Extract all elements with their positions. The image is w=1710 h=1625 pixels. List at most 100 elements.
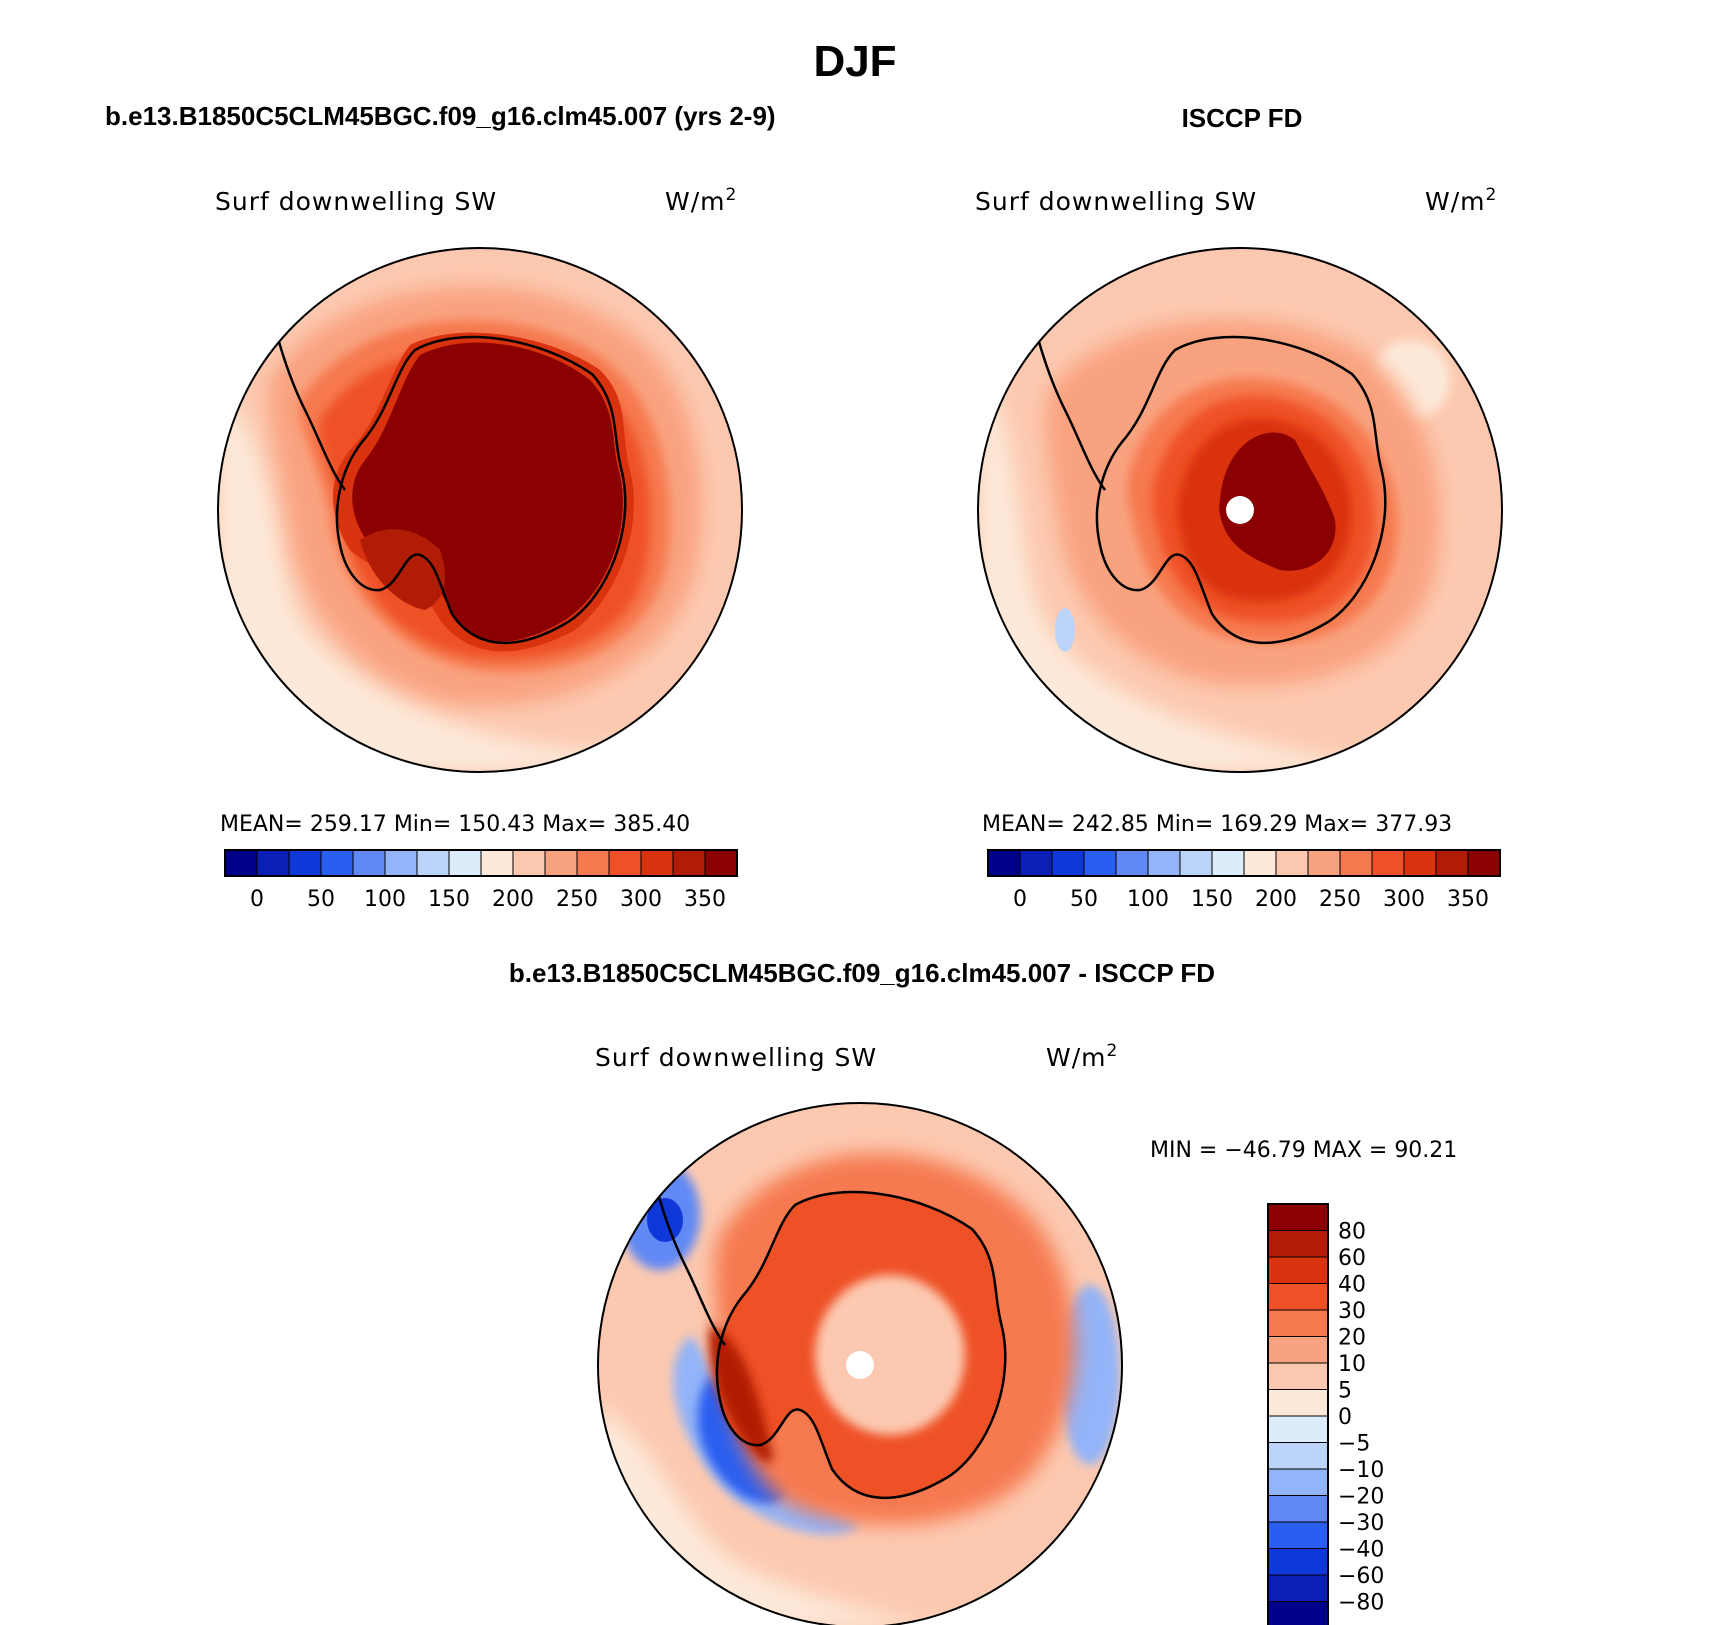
panel-model-stats: MEAN= 259.17 Min= 150.43 Max= 385.40 xyxy=(220,812,690,837)
panel-diff-stats: MIN = −46.79 MAX = 90.21 xyxy=(1150,1138,1457,1163)
diff-colorbar-tick-label: −5 xyxy=(1338,1432,1370,1457)
model-colorbar-swatch xyxy=(640,849,674,877)
obs-colorbar-tick-label: 250 xyxy=(1319,887,1361,912)
model-colorbar-tick-label: 350 xyxy=(684,887,726,912)
model-colorbar-swatch xyxy=(384,849,418,877)
panel-obs-map xyxy=(977,247,1503,773)
model-colorbar-swatch xyxy=(512,849,546,877)
diff-colorbar-swatch xyxy=(1267,1548,1329,1576)
model-colorbar-swatch xyxy=(704,849,738,877)
model-colorbar-swatch xyxy=(416,849,450,877)
diff-colorbar-swatch xyxy=(1267,1230,1329,1258)
diff-colorbar-swatch xyxy=(1267,1442,1329,1470)
obs-colorbar-swatch xyxy=(1147,849,1181,877)
obs-colorbar-swatch xyxy=(1051,849,1085,877)
obs-colorbar-swatch xyxy=(1019,849,1053,877)
panel-model-map xyxy=(217,247,743,773)
diff-field-bellingshausen-neg10 xyxy=(673,1335,860,1535)
diff-field-atlantic-neg40 xyxy=(647,1198,683,1242)
panel-diff-map xyxy=(597,1102,1123,1625)
diff-colorbar-tick-label: 10 xyxy=(1338,1352,1366,1377)
panel-obs-stats: MEAN= 242.85 Min= 169.29 Max= 377.93 xyxy=(982,812,1452,837)
diff-colorbar-swatch xyxy=(1267,1389,1329,1417)
diff-colorbar-swatch xyxy=(1267,1256,1329,1284)
diff-colorbar-swatch xyxy=(1267,1601,1329,1625)
obs-field-interior-350 xyxy=(1219,432,1336,571)
panel-obs-variable: Surf downwelling SW xyxy=(975,187,1257,216)
obs-colorbar-swatch xyxy=(1435,849,1469,877)
obs-missing-pole xyxy=(1226,496,1254,524)
obs-colorbar-tick-label: 100 xyxy=(1127,887,1169,912)
obs-field-low-patch-2 xyxy=(1055,608,1075,652)
obs-colorbar-swatch xyxy=(1307,849,1341,877)
model-colorbar-tick-label: 250 xyxy=(556,887,598,912)
diff-colorbar-tick-label: 40 xyxy=(1338,1273,1366,1298)
model-colorbar-swatch xyxy=(448,849,482,877)
obs-colorbar-tick-label: 350 xyxy=(1447,887,1489,912)
diff-colorbar-swatch xyxy=(1267,1574,1329,1602)
diff-colorbar-swatch xyxy=(1267,1309,1329,1337)
panel-model: b.e13.B1850C5CLM45BGC.f09_g16.clm45.007 … xyxy=(105,101,776,912)
diff-colorbar-swatch xyxy=(1267,1468,1329,1496)
diff-colorbar-tick-label: 60 xyxy=(1338,1246,1366,1271)
model-colorbar-tick-label: 50 xyxy=(307,887,335,912)
obs-colorbar-swatch xyxy=(1275,849,1309,877)
obs-colorbar-swatch xyxy=(1211,849,1245,877)
diff-field-peninsula-60 xyxy=(709,1325,773,1464)
diff-colorbar-tick-label: −80 xyxy=(1338,1591,1384,1616)
panel-diff-units: W/m2 xyxy=(1046,1041,1118,1072)
obs-colorbar-swatch xyxy=(1467,849,1501,877)
model-colorbar-swatch xyxy=(544,849,578,877)
model-colorbar-swatch xyxy=(352,849,386,877)
model-colorbar-frame xyxy=(224,849,738,877)
diff-colorbar-tick-label: −10 xyxy=(1338,1458,1384,1483)
diff-colorbar-tick-label: 80 xyxy=(1338,1220,1366,1245)
panel-obs-title: ISCCP FD xyxy=(1182,103,1303,133)
obs-colorbar-frame xyxy=(987,849,1501,877)
panel-model-units: W/m2 xyxy=(665,185,737,216)
model-colorbar-swatch xyxy=(608,849,642,877)
diff-field-interior-10 xyxy=(815,1275,965,1435)
diff-colorbar-tick-label: −30 xyxy=(1338,1511,1384,1536)
diff-colorbar-tick-label: −40 xyxy=(1338,1538,1384,1563)
diff-colorbar-swatch xyxy=(1267,1495,1329,1523)
diff-colorbar-tick-label: −20 xyxy=(1338,1485,1384,1510)
obs-colorbar-swatch xyxy=(1371,849,1405,877)
obs-colorbar-swatch xyxy=(1115,849,1149,877)
model-colorbar-tick-label: 100 xyxy=(364,887,406,912)
obs-antarctica-coast xyxy=(1095,335,1387,644)
diff-colorbar-tick-label: −60 xyxy=(1338,1564,1384,1589)
obs-colorbar-tick-label: 50 xyxy=(1070,887,1098,912)
model-colorbar-swatch xyxy=(288,849,322,877)
diff-antarctica-coast xyxy=(715,1190,1007,1499)
diff-colorbar-swatch xyxy=(1267,1283,1329,1311)
diff-field-east-neg10 xyxy=(1060,1285,1120,1465)
panel-model-title: b.e13.B1850C5CLM45BGC.f09_g16.clm45.007 … xyxy=(105,101,776,131)
obs-colorbar-swatch xyxy=(1403,849,1437,877)
diff-missing-pole xyxy=(846,1351,874,1379)
model-colorbar-swatch xyxy=(256,849,290,877)
model-field-pacific-low xyxy=(218,390,742,772)
diff-colorbar-swatch xyxy=(1267,1336,1329,1364)
diff-colorbar-swatch xyxy=(1267,1415,1329,1443)
figure-title: DJF xyxy=(813,37,896,86)
diff-colorbar-tick-label: 5 xyxy=(1338,1379,1352,1404)
panel-diff-variable: Surf downwelling SW xyxy=(595,1043,877,1072)
obs-colorbar-swatch xyxy=(1339,849,1373,877)
diff-colorbar-swatch xyxy=(1267,1521,1329,1549)
diff-colorbar-tick-label: 30 xyxy=(1338,1299,1366,1324)
panel-model-variable: Surf downwelling SW xyxy=(215,187,497,216)
diff-colorbar-tick-label: 20 xyxy=(1338,1326,1366,1351)
diff-colorbar-swatch xyxy=(1267,1203,1329,1231)
diff-colorbar-tick-label: 0 xyxy=(1338,1405,1352,1430)
model-colorbar-tick-label: 200 xyxy=(492,887,534,912)
panel-diff-title: b.e13.B1850C5CLM45BGC.f09_g16.clm45.007 … xyxy=(509,958,1215,988)
model-colorbar-swatch xyxy=(224,849,258,877)
model-colorbar-swatch xyxy=(672,849,706,877)
panel-diff: b.e13.B1850C5CLM45BGC.f09_g16.clm45.007 … xyxy=(509,958,1457,1625)
panel-obs-units: W/m2 xyxy=(1425,185,1497,216)
diff-map-border xyxy=(597,1102,1123,1625)
diff-colorbar-frame xyxy=(1267,1203,1329,1625)
